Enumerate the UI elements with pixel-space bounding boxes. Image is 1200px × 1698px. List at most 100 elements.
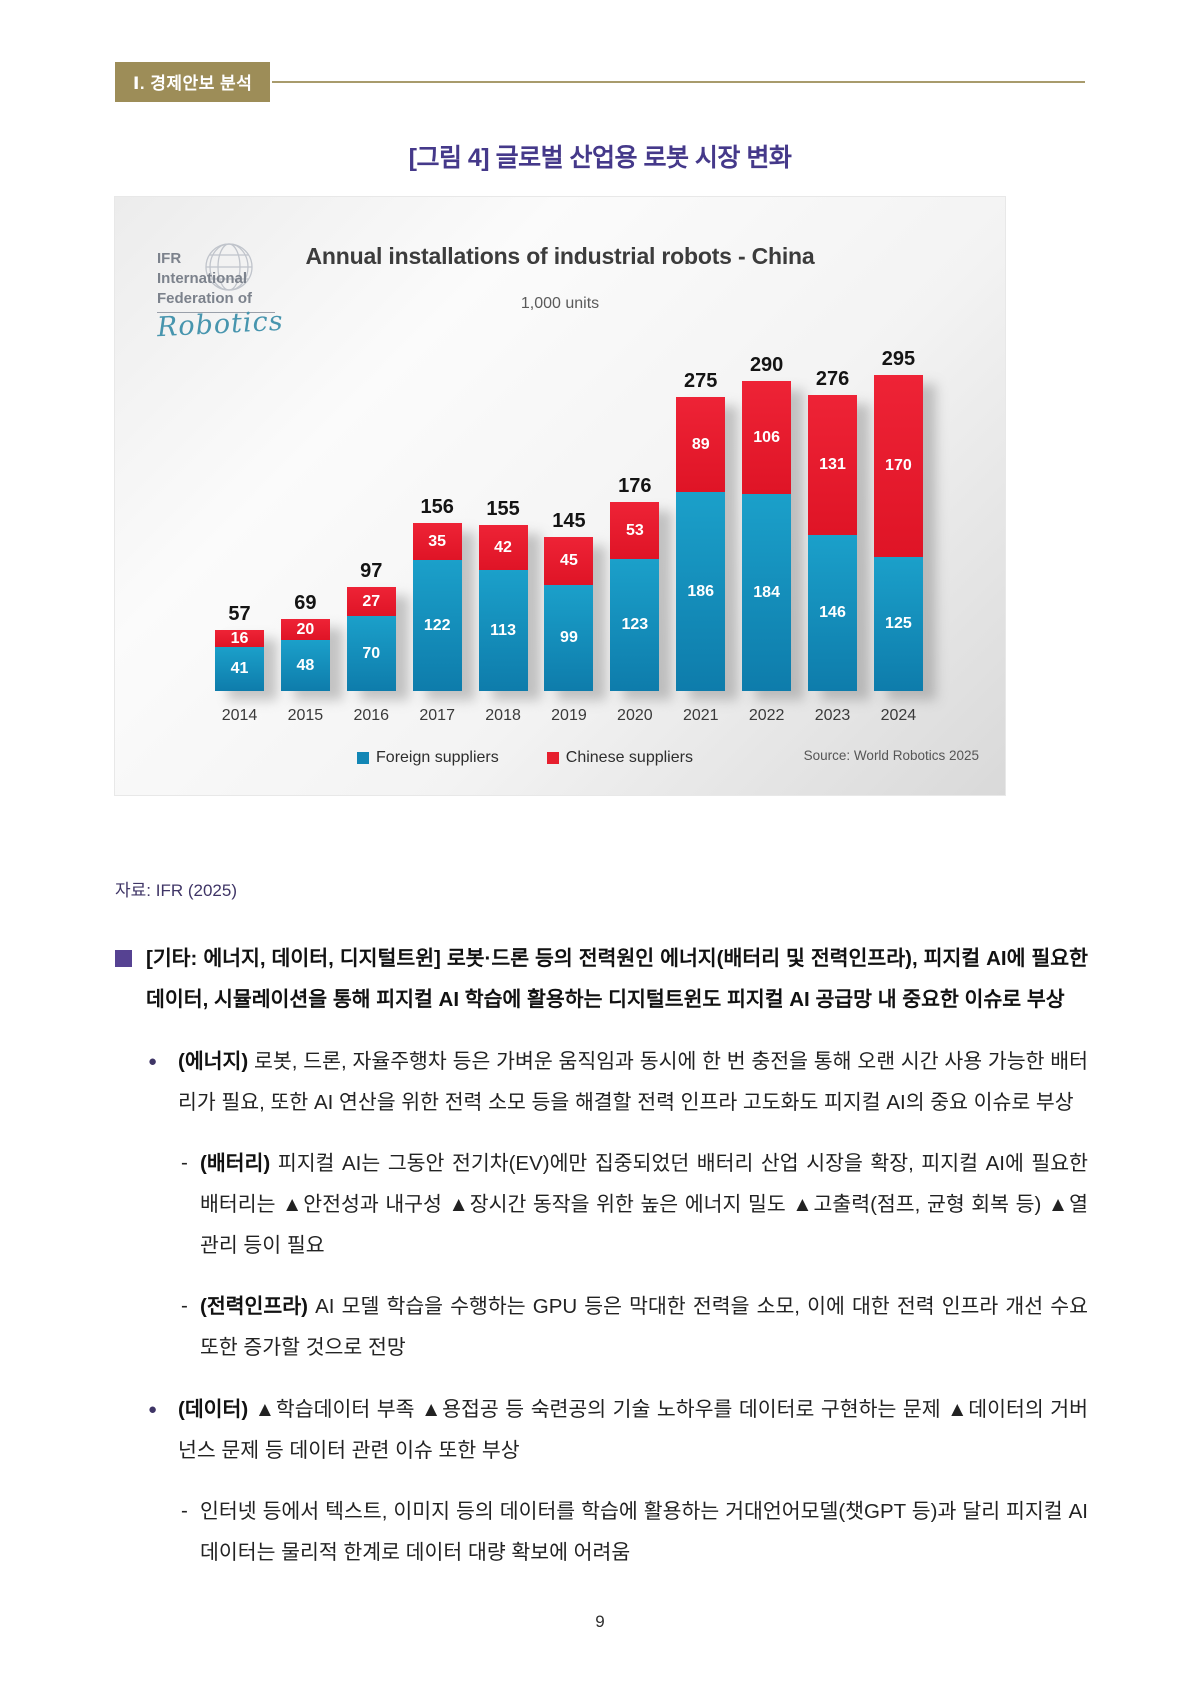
bar-2020: 176 53 123 (610, 475, 660, 691)
bar-stack: 106 184 (742, 381, 792, 691)
total-label: 156 (420, 496, 454, 518)
segment-value: 27 (362, 592, 381, 610)
bar-2015: 69 20 48 (280, 592, 330, 691)
segment-chinese: 170 (873, 375, 923, 557)
segment-chinese: 45 (544, 537, 594, 585)
segment-chinese: 42 (478, 525, 528, 570)
year-label: 2016 (353, 707, 390, 724)
segment-chinese: 16 (215, 630, 264, 647)
chart-source-note: Source: World Robotics 2025 (803, 748, 979, 763)
segment-value: 125 (885, 615, 912, 632)
segment-chinese: 89 (676, 397, 726, 492)
segment-value: 170 (885, 457, 912, 474)
segment-value: 122 (423, 616, 451, 634)
page-header: Ⅰ. 경제안보 분석 (115, 62, 1085, 102)
source-caption: 자료: IFR (2025) (115, 881, 237, 900)
circle-bullet-icon: ● (148, 1053, 158, 1070)
logo-underline (157, 312, 275, 313)
bar-stack: 170 125 (873, 375, 923, 691)
total-label: 295 (881, 348, 916, 370)
bar-2017: 156 35 122 (412, 496, 462, 691)
bar-stack: 16 41 (215, 630, 264, 691)
section-header-badge: Ⅰ. 경제안보 분석 (115, 62, 271, 102)
year-label: 2017 (419, 707, 455, 724)
segment-value: 184 (753, 583, 780, 601)
segment-foreign: 184 (742, 494, 792, 691)
segment-foreign: 99 (544, 585, 594, 691)
segment-value: 146 (819, 604, 846, 621)
segment-value: 16 (230, 629, 249, 647)
legend-label: Chinese suppliers (565, 749, 693, 766)
body-text: [기타: 에너지, 데이터, 디지털트윈] 로봇·드론 등의 전력원인 에너지(… (115, 938, 1088, 1573)
bullet-item: ● (데이터) ▲학습데이터 부족 ▲용접공 등 숙련공의 기술 노하우를 데이터… (148, 1389, 1088, 1471)
bullet-label: (데이터) (178, 1398, 249, 1421)
dash-bullet-icon: - (181, 1151, 188, 1174)
circle-bullet-icon: ● (148, 1401, 158, 1418)
segment-value: 48 (296, 656, 315, 674)
segment-value: 45 (560, 552, 578, 569)
legend-label: Foreign suppliers (376, 749, 499, 766)
bar-stack: 53 123 (610, 502, 660, 691)
segment-foreign: 122 (412, 560, 462, 691)
bar-stack: 131 146 (808, 395, 858, 691)
x-axis-labels: 2014 2015 2016 2017 2018 2019 2020 2021 2022 2023… (215, 707, 923, 725)
year-label: 2023 (814, 707, 851, 724)
total-label: 145 (552, 510, 586, 532)
square-bullet-icon (115, 950, 132, 967)
chart-image: IFR International Federation of Robotics… (115, 197, 1005, 795)
segment-value: 89 (691, 435, 710, 453)
year-label: 2022 (748, 707, 785, 724)
ifr-logo: IFR International Federation of Robotics (156, 243, 284, 343)
bar-2014: 57 16 41 (215, 603, 264, 691)
year-label: 2024 (880, 707, 917, 724)
section-heading-text: [기타: 에너지, 데이터, 디지털트윈] 로봇·드론 등의 전력원인 에너지(… (146, 947, 1088, 1011)
bullet-label: (배터리) (200, 1152, 271, 1175)
segment-foreign: 146 (808, 535, 858, 691)
year-label: 2019 (551, 707, 587, 724)
segment-foreign: 113 (478, 570, 528, 691)
segment-foreign: 186 (676, 492, 726, 691)
segment-value: 41 (230, 660, 249, 677)
bullet-item: - 인터넷 등에서 텍스트, 이미지 등의 데이터를 학습에 활용하는 거대언어모… (181, 1491, 1088, 1573)
header-rule (272, 81, 1085, 83)
chart-title: Annual installations of industrial robot… (305, 243, 815, 269)
total-label: 275 (684, 370, 718, 392)
segment-value: 99 (560, 629, 578, 646)
year-label: 2015 (287, 707, 324, 724)
bar-2023: 276 131 146 (808, 368, 858, 691)
segment-chinese: 131 (808, 395, 858, 535)
bar-series: 57 16 41 69 20 48 97 27 70 156 35 122 155 42 113 145 45 9… (215, 331, 923, 691)
total-label: 176 (618, 475, 652, 497)
bullet-item: ● (에너지) 로봇, 드론, 자율주행차 등은 가벼운 움직임과 동시에 한 번… (148, 1041, 1088, 1123)
year-label: 2020 (617, 707, 653, 724)
bar-stack: 42 113 (478, 525, 528, 691)
page-number: 9 (595, 1612, 605, 1631)
total-label: 97 (360, 560, 383, 582)
bar-2016: 97 27 70 (346, 560, 396, 691)
total-label: 57 (228, 603, 251, 625)
segment-foreign: 70 (346, 616, 396, 691)
bullet-list: ● (에너지) 로봇, 드론, 자율주행차 등은 가벼운 움직임과 동시에 한 번… (115, 1041, 1088, 1573)
bar-stack: 45 99 (544, 537, 594, 691)
bar-stack: 20 48 (280, 619, 330, 691)
chart-legend: Foreign suppliers Chinese suppliers (285, 749, 765, 767)
bullet-label: (에너지) (178, 1050, 249, 1073)
bar-2022: 290 106 184 (742, 354, 792, 691)
ifr-logo-text: IFR International Federation of (157, 250, 253, 307)
segment-chinese: 106 (742, 381, 792, 494)
segment-chinese: 27 (346, 587, 396, 616)
total-label: 155 (486, 498, 520, 520)
bar-2019: 145 45 99 (544, 510, 594, 691)
legend-swatch-icon (546, 752, 559, 764)
legend-swatch-icon (357, 752, 370, 764)
bar-2018: 155 42 113 (478, 498, 528, 691)
bar-stack: 89 186 (676, 397, 726, 691)
total-label: 290 (749, 354, 784, 376)
segment-value: 70 (362, 644, 381, 662)
figure-title: [그림 4] 글로벌 산업용 로봇 시장 변화 (408, 144, 792, 172)
segment-value: 123 (621, 616, 649, 633)
segment-value: 113 (490, 621, 516, 639)
segment-value: 53 (625, 521, 644, 539)
segment-value: 35 (428, 532, 447, 550)
